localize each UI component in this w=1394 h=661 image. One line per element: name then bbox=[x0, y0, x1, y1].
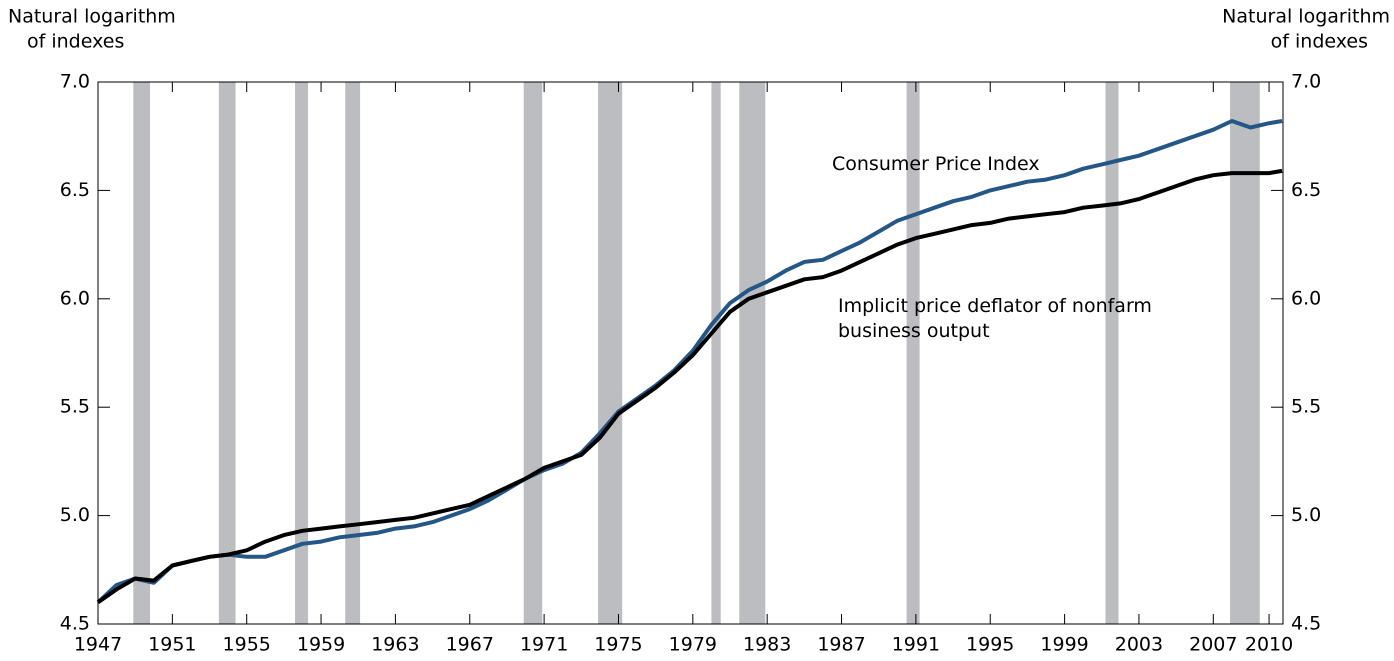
y2-tick-label: 6.5 bbox=[1291, 179, 1321, 201]
recession-band bbox=[218, 82, 236, 624]
x-tick-label: 1963 bbox=[371, 634, 419, 656]
x-tick-label: 1967 bbox=[446, 634, 494, 656]
series-label: Implicit price deflator of nonfarm busin… bbox=[838, 295, 1152, 342]
y-tick-label: 6.5 bbox=[60, 179, 90, 201]
y-tick-label: 7.0 bbox=[60, 71, 90, 93]
recession-band bbox=[133, 82, 151, 624]
recession-band bbox=[295, 82, 309, 624]
x-tick-label: 1971 bbox=[520, 634, 568, 656]
x-tick-label: 1999 bbox=[1040, 634, 1088, 656]
recession-band bbox=[1230, 82, 1260, 624]
recession-band bbox=[1105, 82, 1119, 624]
x-tick-label: 1951 bbox=[148, 634, 196, 656]
x-tick-label: 1979 bbox=[669, 634, 717, 656]
x-tick-label: 1955 bbox=[223, 634, 271, 656]
x-tick-label: 1987 bbox=[817, 634, 865, 656]
recession-band bbox=[598, 82, 623, 624]
y-axis-label: of indexes bbox=[27, 31, 124, 53]
x-tick-label: 1983 bbox=[743, 634, 791, 656]
y-tick-label: 4.5 bbox=[60, 613, 90, 635]
y2-tick-label: 5.5 bbox=[1291, 396, 1321, 418]
y2-axis-label: of indexes bbox=[1271, 31, 1368, 53]
x-tick-label: 1995 bbox=[966, 634, 1014, 656]
y-tick-label: 5.0 bbox=[60, 504, 90, 526]
x-tick-label: 1947 bbox=[74, 634, 122, 656]
series-line bbox=[96, 119, 1283, 604]
recession-band bbox=[523, 82, 543, 624]
recession-band bbox=[739, 82, 766, 624]
y-tick-label: 6.0 bbox=[60, 287, 90, 309]
y2-tick-label: 4.5 bbox=[1291, 613, 1321, 635]
y2-tick-label: 7.0 bbox=[1291, 71, 1321, 93]
y2-tick-label: 5.0 bbox=[1291, 504, 1321, 526]
y-axis-label: Natural logarithm bbox=[8, 6, 176, 28]
x-tick-label: 2003 bbox=[1115, 634, 1163, 656]
x-tick-label: 1959 bbox=[297, 634, 345, 656]
series-line bbox=[96, 168, 1283, 604]
x-tick-label: 1991 bbox=[892, 634, 940, 656]
y2-axis-label: Natural logarithm bbox=[1222, 6, 1390, 28]
plot-frame bbox=[97, 81, 1284, 625]
recession-band bbox=[345, 82, 361, 624]
y-tick-label: 5.5 bbox=[60, 396, 90, 418]
x-tick-label: 2007 bbox=[1189, 634, 1237, 656]
series-label: Consumer Price Index bbox=[832, 153, 1040, 175]
y2-tick-label: 6.0 bbox=[1291, 287, 1321, 309]
x-tick-label: 1975 bbox=[594, 634, 642, 656]
recession-band bbox=[711, 82, 721, 624]
x-tick-label: 2010 bbox=[1245, 634, 1293, 656]
